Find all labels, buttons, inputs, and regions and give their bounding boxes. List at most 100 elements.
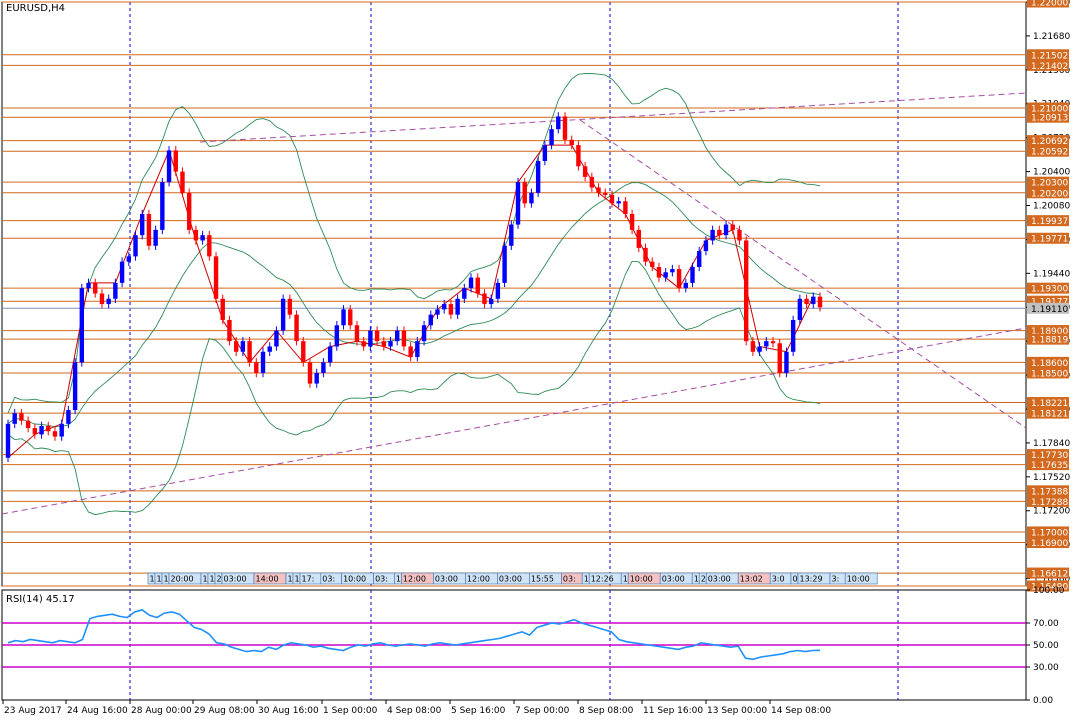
candle-body xyxy=(233,341,239,352)
time-axis-label: 13 Sep 00:00 xyxy=(707,706,767,716)
candle-body xyxy=(348,309,353,326)
price-level-label: 1.18121 xyxy=(1031,410,1068,420)
rsi-tick-label: 30.00 xyxy=(1033,663,1059,673)
price-level-box xyxy=(1027,537,1069,549)
session-marker-label: 10:00 xyxy=(847,575,870,584)
session-marker-label: 0 xyxy=(793,575,798,584)
candle-body xyxy=(817,296,823,308)
candle-body xyxy=(361,341,366,347)
candle-body xyxy=(213,256,219,299)
session-marker-label: 03: xyxy=(322,575,335,584)
price-level-label: 1.20300 xyxy=(1031,179,1068,189)
candle-body xyxy=(441,304,447,310)
price-level-box xyxy=(1027,49,1069,61)
session-marker-label: 03:00 xyxy=(224,575,247,584)
candle-body xyxy=(12,413,17,424)
price-level-box xyxy=(1027,295,1069,307)
price-level-label: 1.21502 xyxy=(1031,51,1068,61)
rsi-label: RSI(14) 45.17 xyxy=(6,594,75,605)
rsi-tick-label: 100.00 xyxy=(1033,586,1065,596)
time-axis-label: 8 Sep 08:00 xyxy=(579,706,634,716)
candle-body xyxy=(321,362,326,373)
candle-body xyxy=(636,229,642,248)
price-tick-label: 1.17840 xyxy=(1033,439,1070,449)
session-marker-label: 13:02 xyxy=(740,575,763,584)
price-level-box xyxy=(1027,567,1069,579)
price-level-label: 1.22000 xyxy=(1031,0,1068,9)
rsi-tick-label: 0.00 xyxy=(1033,696,1053,706)
candle-body xyxy=(153,229,158,246)
candle-body xyxy=(723,224,729,236)
candle-body xyxy=(535,160,541,193)
price-level-label: 1.16490 xyxy=(1031,583,1068,593)
candle-body xyxy=(72,362,78,411)
candle-body xyxy=(670,269,675,273)
session-marker-label: 03:00 xyxy=(435,575,458,584)
bollinger-lower-line xyxy=(7,260,821,516)
price-level-label: 1.18600 xyxy=(1031,359,1068,369)
price-level-label: 1.17000 xyxy=(1031,528,1068,538)
price-level-label: 1.19937 xyxy=(1031,217,1068,227)
candle-body xyxy=(327,346,333,363)
candle-body xyxy=(495,282,501,299)
candle-body xyxy=(435,309,440,315)
price-level-label: 1.18900 xyxy=(1031,327,1068,337)
price-level-box xyxy=(1027,111,1069,123)
price-level-box xyxy=(1027,215,1069,227)
price-level-label: 1.17288 xyxy=(1031,498,1068,508)
session-marker-label: 1 xyxy=(694,575,699,584)
candle-body xyxy=(676,269,682,289)
candle-body xyxy=(589,176,595,188)
candle-body xyxy=(39,425,44,435)
candle-body xyxy=(650,261,655,267)
candle-body xyxy=(301,341,306,363)
candle-body xyxy=(220,298,225,320)
candle-body xyxy=(804,298,809,305)
session-marker-label: 14:00 xyxy=(256,575,279,584)
price-level-label: 1.21000 xyxy=(1031,104,1068,114)
candle-body xyxy=(616,201,621,204)
session-marker-label: 12:26 xyxy=(591,575,614,584)
session-marker-label: 10:00 xyxy=(343,575,366,584)
candle-body xyxy=(663,272,668,278)
session-marker-label: 1 xyxy=(164,575,169,584)
candle-body xyxy=(770,341,776,344)
session-marker-label: 03: xyxy=(563,575,576,584)
candle-body xyxy=(374,330,380,342)
candle-body xyxy=(730,224,735,230)
price-tick-label: 1.17200 xyxy=(1033,507,1070,517)
time-axis-label: 14 Sep 08:00 xyxy=(771,706,831,716)
candle-body xyxy=(401,330,407,347)
price-tick-label: 1.16560 xyxy=(1033,575,1070,585)
candle-body xyxy=(569,139,574,146)
candle-body xyxy=(180,171,185,193)
candle-body xyxy=(468,277,474,289)
price-level-box xyxy=(1027,325,1069,337)
session-marker-label: 13:29 xyxy=(800,575,823,584)
candle-body xyxy=(260,351,266,373)
price-level-label: 1.18819 xyxy=(1031,336,1068,346)
candle-body xyxy=(126,256,131,262)
price-level-box xyxy=(1027,59,1069,71)
time-axis-label: 5 Sep 16:00 xyxy=(451,706,506,716)
candle-body xyxy=(697,251,702,267)
candle-body xyxy=(750,341,756,352)
price-level-box xyxy=(1027,302,1069,314)
candle-body xyxy=(475,277,480,294)
session-marker-label: 03: xyxy=(375,575,388,584)
candle-body xyxy=(186,192,192,230)
candle-body xyxy=(455,298,460,315)
candle-body xyxy=(106,298,111,305)
symbol-label: EURUSD,H4 xyxy=(6,3,66,14)
candle-body xyxy=(59,423,64,437)
candle-body xyxy=(5,423,11,458)
trendline-descending xyxy=(579,119,1027,429)
price-level-box xyxy=(1027,407,1069,419)
candle-body xyxy=(656,266,662,278)
candle-body xyxy=(542,145,548,161)
candle-body xyxy=(334,325,340,347)
candle-body xyxy=(166,150,172,183)
price-level-box xyxy=(1027,526,1069,538)
time-axis-label: 29 Aug 08:00 xyxy=(194,706,255,716)
session-marker-label: 3:0 xyxy=(772,575,785,584)
